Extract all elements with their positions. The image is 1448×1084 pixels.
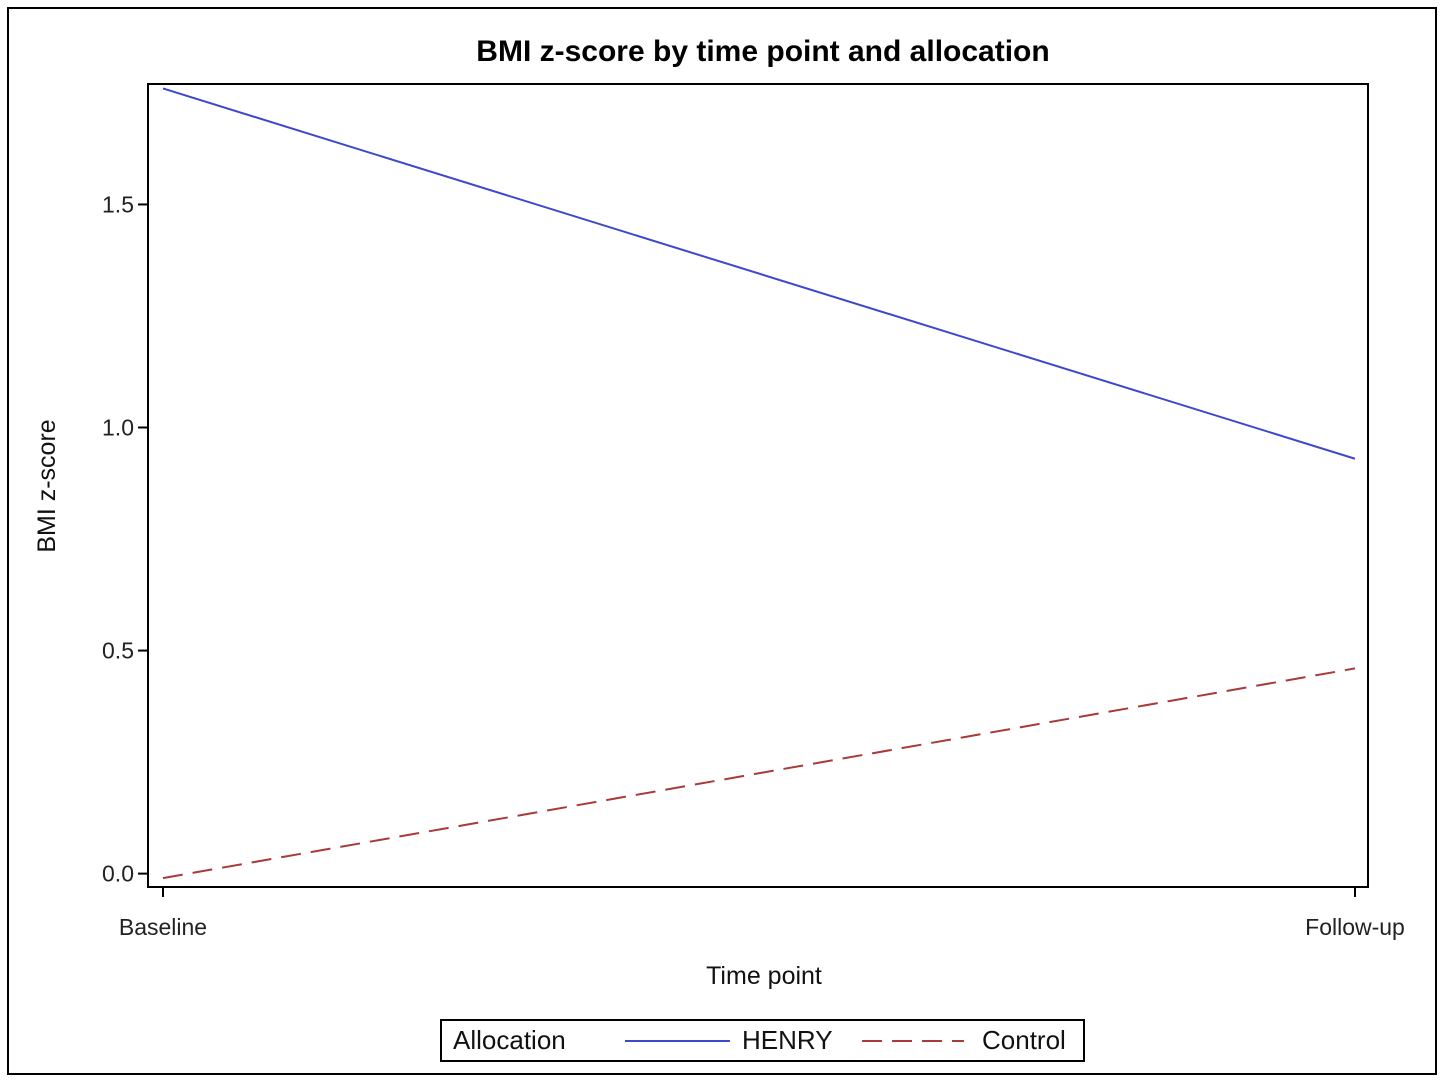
y-axis: 0.0 0.5 1.0 1.5: [102, 191, 148, 887]
series-layer: [162, 87, 1356, 880]
chart-title: BMI z-score by time point and allocation: [476, 35, 1049, 68]
series-line-henry: [162, 87, 1356, 460]
legend-title: Allocation: [453, 1025, 566, 1055]
legend-box: [440, 1019, 1085, 1062]
x-axis: Baseline Follow-up: [119, 887, 1405, 940]
y-tick-label: 0.5: [102, 638, 134, 664]
x-tick-label: Baseline: [119, 914, 207, 940]
legend-label-control: Control: [982, 1025, 1066, 1055]
legend-label-henry: HENRY: [742, 1025, 833, 1055]
y-axis-label: BMI z-score: [33, 419, 61, 552]
series-line-control: [162, 667, 1356, 880]
y-tick-label: 0.0: [102, 861, 134, 887]
y-tick-label: 1.5: [102, 191, 134, 217]
x-axis-label: Time point: [706, 962, 822, 990]
x-tick-label: Follow-up: [1305, 914, 1405, 940]
legend: Allocation HENRY Control: [440, 1019, 1085, 1062]
y-tick-label: 1.0: [102, 415, 134, 441]
chart-frame: [7, 7, 1437, 1075]
plot-area: [147, 83, 1369, 888]
